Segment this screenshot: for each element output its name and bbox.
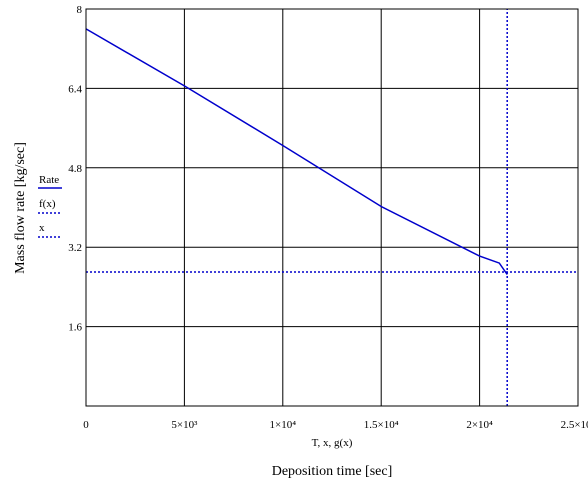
x-tick-label: 2.5×10⁴ [561,419,588,431]
plot-frame [85,8,579,407]
y-tick-label: 1.6 [68,322,82,334]
x-tick-label: 1×10⁴ [270,419,297,431]
legend-label-x: x [39,222,45,234]
y-tick-label: 3.2 [68,242,82,254]
x-tick-label: 5×10³ [171,419,198,431]
y-tick-label: 8 [77,4,83,16]
grid-layer [86,9,578,406]
x-axis-sublabel: T, x, g(x) [312,437,353,449]
x-tick-label: 0 [83,419,89,431]
series-layer [85,9,578,406]
tick-layer: 0 5×10³ 1×10⁴ 1.5×10⁴ 2×10⁴ 2.5×10⁴ 1.6 3.2 4.8 6… [68,4,588,431]
x-tick-label: 1.5×10⁴ [364,419,399,431]
y-tick-label: 4.8 [68,163,82,175]
series-line-rate [85,28,508,275]
x-tick-label: 2×10⁴ [466,419,493,431]
legend-label-rate: Rate [39,174,59,186]
y-tick-label: 6.4 [68,83,82,95]
legend-label-fx: f(x) [39,198,56,210]
x-axis-label: Deposition time [sec] [272,464,393,479]
legend: Rate f(x) x [38,174,62,238]
y-axis-label: Mass flow rate [kg/sec] [13,142,28,274]
